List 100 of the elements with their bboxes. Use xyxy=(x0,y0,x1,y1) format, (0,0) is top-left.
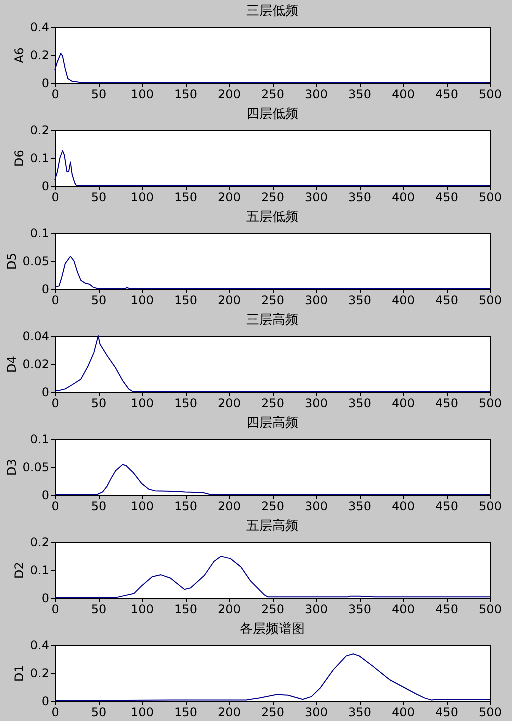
x-tick-label: 300 xyxy=(305,88,328,102)
y-tick-label: 0.04 xyxy=(22,330,50,344)
x-tick-label: 300 xyxy=(305,706,328,720)
x-tick-label: 400 xyxy=(392,294,415,308)
x-tick-label: 500 xyxy=(479,88,502,102)
x-tick-label: 50 xyxy=(91,396,107,410)
y-tick-label: 0.1 xyxy=(30,564,50,578)
x-tick-label: 150 xyxy=(174,396,198,410)
x-tick-label: 0 xyxy=(52,88,60,102)
x-tick-label: 350 xyxy=(348,500,372,514)
x-tick-label: 0 xyxy=(52,396,60,410)
y-tick-label: 0 xyxy=(42,488,50,502)
line-series xyxy=(54,53,490,84)
x-tick-label: 450 xyxy=(436,602,458,616)
x-tick-label: 200 xyxy=(218,396,241,410)
x-tick-label: 100 xyxy=(131,294,154,308)
x-tick-label: 200 xyxy=(218,88,241,102)
x-tick-label: 350 xyxy=(348,396,372,410)
x-tick-label: 500 xyxy=(479,706,502,720)
x-tick-label: 450 xyxy=(436,88,458,102)
x-tick-label: 300 xyxy=(305,602,328,616)
y-axis-title: D3 xyxy=(4,459,19,476)
x-tick-label: 100 xyxy=(131,190,154,204)
x-tick-label: 200 xyxy=(218,706,241,720)
line-series xyxy=(54,336,490,392)
chart-title: 各层频谱图 xyxy=(240,622,305,637)
chart-title: 四层低频 xyxy=(246,107,298,122)
x-tick-label: 350 xyxy=(348,706,372,720)
x-tick-label: 300 xyxy=(305,294,328,308)
x-tick-label: 450 xyxy=(436,500,458,514)
line-series xyxy=(54,556,490,598)
x-tick-label: 200 xyxy=(218,602,241,616)
x-tick-label: 250 xyxy=(262,88,284,102)
y-tick-label: 0 xyxy=(42,180,50,194)
x-tick-label: 500 xyxy=(479,294,502,308)
y-tick-label: 0.2 xyxy=(30,666,50,680)
y-axis-title: D1 xyxy=(12,665,26,682)
x-tick-label: 350 xyxy=(348,88,372,102)
x-tick-label: 250 xyxy=(262,294,284,308)
chart-title: 四层高频 xyxy=(246,415,298,431)
x-tick-label: 400 xyxy=(392,396,415,410)
x-tick-label: 500 xyxy=(479,190,502,204)
x-tick-label: 350 xyxy=(348,294,372,308)
y-tick-label: 0.4 xyxy=(30,20,50,34)
chart-title: 三层高频 xyxy=(246,312,298,328)
y-axis-title: A6 xyxy=(12,48,26,64)
line-series xyxy=(54,150,490,186)
x-tick-label: 50 xyxy=(91,294,107,308)
x-tick-label: 250 xyxy=(262,706,284,720)
x-tick-label: 300 xyxy=(305,190,328,204)
y-tick-label: 0 xyxy=(42,694,50,708)
y-tick-label: 0.2 xyxy=(30,48,50,62)
x-tick-label: 0 xyxy=(52,190,60,204)
x-tick-label: 50 xyxy=(91,190,107,204)
x-tick-label: 100 xyxy=(131,500,154,514)
x-tick-label: 250 xyxy=(262,500,284,514)
x-tick-label: 250 xyxy=(262,190,284,204)
y-tick-label: 0.4 xyxy=(30,638,50,652)
x-tick-label: 400 xyxy=(392,500,415,514)
y-axis-title: D2 xyxy=(12,562,26,579)
x-tick-label: 50 xyxy=(91,500,107,514)
y-tick-label: 0.02 xyxy=(22,358,50,372)
x-tick-label: 0 xyxy=(52,500,60,514)
x-tick-label: 50 xyxy=(91,706,107,720)
chart-title: 五层高频 xyxy=(246,518,298,534)
x-tick-label: 100 xyxy=(131,602,154,616)
x-tick-label: 100 xyxy=(131,396,154,410)
x-tick-label: 450 xyxy=(436,190,458,204)
x-tick-label: 300 xyxy=(305,396,328,410)
y-tick-label: 0.1 xyxy=(30,152,50,166)
x-tick-label: 350 xyxy=(348,190,372,204)
x-tick-label: 300 xyxy=(305,500,328,514)
x-tick-label: 100 xyxy=(131,706,154,720)
y-tick-label: 0.2 xyxy=(30,536,50,550)
y-tick-label: 0 xyxy=(42,592,50,606)
x-tick-label: 350 xyxy=(348,602,372,616)
x-tick-label: 250 xyxy=(262,396,284,410)
x-tick-label: 0 xyxy=(52,706,60,720)
x-tick-label: 200 xyxy=(218,500,241,514)
line-series xyxy=(54,256,490,290)
x-tick-label: 400 xyxy=(392,88,415,102)
x-tick-label: 50 xyxy=(91,88,107,102)
y-tick-label: 0.05 xyxy=(22,460,50,474)
y-tick-label: 0 xyxy=(42,386,50,400)
y-axis-title: D6 xyxy=(12,150,26,167)
x-tick-label: 400 xyxy=(392,602,415,616)
line-series xyxy=(54,464,490,496)
y-axis-title: D5 xyxy=(4,253,19,270)
x-tick-label: 150 xyxy=(174,88,198,102)
x-tick-label: 500 xyxy=(479,396,502,410)
x-tick-label: 450 xyxy=(436,294,458,308)
x-tick-label: 0 xyxy=(52,294,60,308)
line-series xyxy=(54,654,490,702)
x-tick-label: 400 xyxy=(392,190,415,204)
x-tick-label: 50 xyxy=(91,602,107,616)
x-tick-label: 200 xyxy=(218,190,241,204)
x-tick-label: 450 xyxy=(436,396,458,410)
x-tick-label: 0 xyxy=(52,602,60,616)
x-tick-label: 450 xyxy=(436,706,458,720)
x-tick-label: 150 xyxy=(174,500,198,514)
